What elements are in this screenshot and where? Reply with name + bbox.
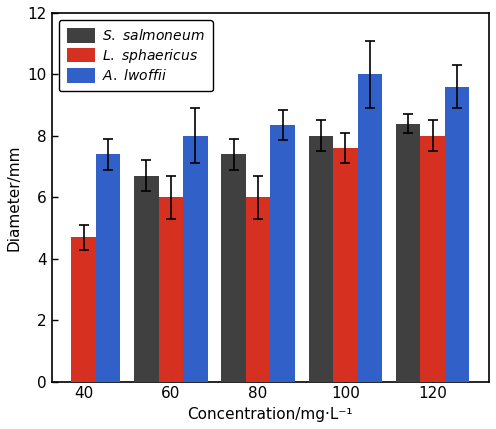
Bar: [96, 154, 121, 382]
Bar: [246, 197, 270, 382]
Bar: [222, 154, 246, 382]
Bar: [71, 237, 96, 382]
Bar: [183, 136, 207, 382]
Bar: [445, 87, 469, 382]
Bar: [396, 124, 420, 382]
Y-axis label: Diameter/mm: Diameter/mm: [7, 144, 22, 251]
Bar: [358, 74, 382, 382]
Legend: $\it{S.}$ $\it{salmoneum}$, $\it{L.}$ $\it{sphaericus}$, $\it{A.}$ $\it{lwoffii}: $\it{S.}$ $\it{salmoneum}$, $\it{L.}$ $\…: [59, 20, 213, 91]
Bar: [309, 136, 333, 382]
Bar: [270, 125, 295, 382]
Bar: [333, 148, 358, 382]
Bar: [420, 136, 445, 382]
Bar: [134, 176, 159, 382]
X-axis label: Concentration/mg·L⁻¹: Concentration/mg·L⁻¹: [187, 407, 353, 422]
Bar: [159, 197, 183, 382]
